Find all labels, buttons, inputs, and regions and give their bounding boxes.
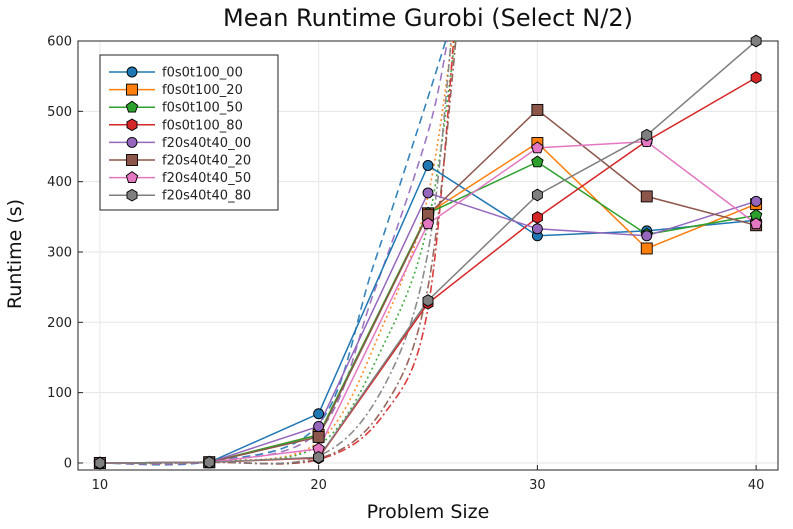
legend: f0s0t100_00 f0s0t100_20 f0s0t100_50 f0s0t10… <box>99 54 279 211</box>
x-tick-label: 30 <box>529 478 546 493</box>
legend-entry-f0s0t100_00: f0s0t100_00 <box>162 66 243 81</box>
data-point-f20s40t40_00 <box>641 230 653 242</box>
y-tick-label: 600 <box>47 35 72 50</box>
data-point-f20s40t40_00 <box>313 420 325 432</box>
legend-entry-f0s0t100_20: f0s0t100_20 <box>162 83 243 98</box>
y-axis: 0 100 200 300 400 500 600 <box>47 35 83 471</box>
y-tick-label: 400 <box>47 175 72 190</box>
marker-layer <box>93 34 763 470</box>
data-point-f20s40t40_00 <box>422 187 434 199</box>
y-tick-label: 100 <box>47 386 72 401</box>
x-tick-label: 40 <box>748 478 765 493</box>
legend-marker-f20s40t40_80 <box>126 188 138 202</box>
background-curve <box>99 41 456 465</box>
legend-marker-f20s40t40_00 <box>126 136 138 148</box>
data-point-f20s40t40_80 <box>641 128 653 142</box>
x-tick-label: 10 <box>92 478 109 493</box>
data-point-f20s40t40_50 <box>421 217 435 230</box>
data-point-f20s40t40_20 <box>312 430 325 443</box>
data-point-f20s40t40_00 <box>750 195 762 207</box>
data-point-f0s0t100_00 <box>422 160 434 171</box>
chart-title: Mean Runtime Gurobi (Select N/2) <box>223 4 633 32</box>
legend-marker-f20s40t40_50 <box>125 171 139 183</box>
data-point-f0s0t100_50 <box>531 155 544 168</box>
data-point-f20s40t40_50 <box>531 141 544 154</box>
data-point-f20s40t40_80 <box>422 294 434 307</box>
y-tick-label: 200 <box>47 316 72 331</box>
legend-entry-f20s40t40_80: f20s40t40_80 <box>162 189 251 204</box>
legend-marker-f20s40t40_20 <box>126 154 138 166</box>
data-point-f20s40t40_80 <box>313 450 325 464</box>
data-point-f0s0t100_80 <box>531 211 543 224</box>
x-axis: 10 20 30 40 <box>92 465 765 493</box>
y-tick-label: 300 <box>47 245 72 260</box>
legend-marker-f0s0t100_20 <box>126 83 138 96</box>
legend-entry-f20s40t40_50: f20s40t40_50 <box>162 171 251 186</box>
x-tick-label: 20 <box>310 478 327 493</box>
legend-entry-f0s0t100_50: f0s0t100_50 <box>162 101 243 116</box>
plot-frame <box>77 40 779 471</box>
legend-marker-f0s0t100_00 <box>126 66 138 78</box>
data-point-f20s40t40_80 <box>750 34 762 48</box>
data-point-f20s40t40_20 <box>640 190 653 203</box>
legend-marker-f0s0t100_50 <box>125 100 139 113</box>
data-point-f20s40t40_80 <box>94 456 106 470</box>
series-line-f20s40t40_00 <box>99 191 757 464</box>
data-point-f0s0t100_80 <box>750 71 762 84</box>
data-point-f0s0t100_20 <box>640 242 653 255</box>
data-point-f20s40t40_20 <box>531 103 544 116</box>
legend-box <box>99 54 279 211</box>
data-point-f20s40t40_80 <box>203 455 215 469</box>
legend-marker-f0s0t100_80 <box>126 118 138 132</box>
y-tick-label: 0 <box>64 456 72 471</box>
legend-entry-f20s40t40_00: f20s40t40_00 <box>162 136 251 151</box>
y-axis-title: Runtime (s) <box>4 199 26 309</box>
data-point-f20s40t40_80 <box>531 188 543 202</box>
legend-entry-f0s0t100_80: f0s0t100_80 <box>162 118 243 133</box>
data-point-f20s40t40_50 <box>749 217 763 230</box>
y-tick-label: 500 <box>47 105 72 120</box>
legend-entry-f20s40t40_20: f20s40t40_20 <box>162 154 251 169</box>
data-point-f0s0t100_00 <box>313 408 325 420</box>
x-axis-title: Problem Size <box>367 501 490 523</box>
data-point-f20s40t40_00 <box>531 223 543 235</box>
